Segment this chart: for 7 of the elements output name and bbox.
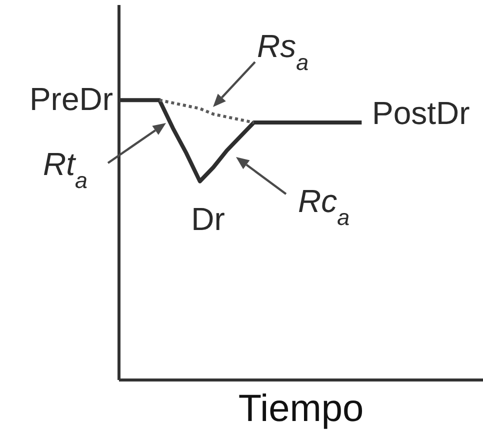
text: Rt$_{a}$: [43, 146, 88, 192]
annotation: Rc$_{a}$: [298, 183, 350, 230]
x-axis-title: Tiempo: [238, 388, 364, 430]
text: Rs$_{a}$: [257, 28, 309, 74]
annotation: Dr: [191, 201, 226, 237]
text: PreDr: [29, 81, 114, 117]
annotation: PostDr: [372, 95, 470, 131]
